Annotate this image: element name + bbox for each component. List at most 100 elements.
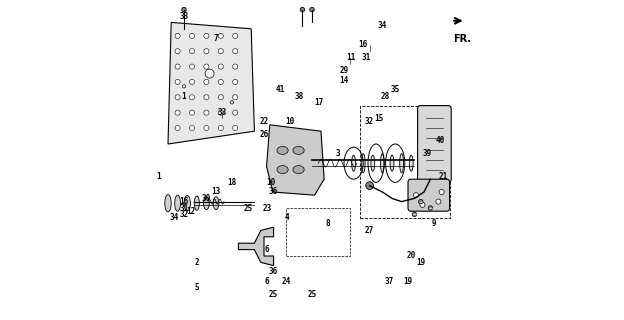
Text: 12: 12 [186, 207, 195, 216]
Circle shape [233, 110, 238, 115]
Ellipse shape [277, 166, 288, 173]
Text: 9: 9 [431, 220, 436, 228]
Circle shape [366, 182, 373, 189]
Text: 8: 8 [326, 220, 330, 228]
Circle shape [190, 33, 195, 38]
Text: 24: 24 [282, 277, 291, 286]
Circle shape [190, 125, 195, 131]
Text: 6: 6 [265, 277, 270, 286]
Circle shape [218, 95, 223, 100]
Text: 22: 22 [260, 117, 268, 126]
Text: 14: 14 [339, 76, 349, 84]
Text: 25: 25 [308, 290, 316, 299]
Text: 35: 35 [391, 85, 400, 94]
Circle shape [420, 202, 425, 207]
Ellipse shape [390, 155, 394, 171]
Text: 11: 11 [346, 53, 355, 62]
Text: 23: 23 [263, 204, 272, 212]
Circle shape [175, 79, 180, 84]
Text: 31: 31 [179, 204, 188, 212]
Text: 32: 32 [179, 210, 188, 219]
Circle shape [233, 49, 238, 54]
Circle shape [428, 206, 432, 210]
Text: 13: 13 [212, 188, 221, 196]
Circle shape [204, 95, 209, 100]
Polygon shape [266, 125, 324, 195]
Circle shape [218, 125, 223, 131]
Ellipse shape [175, 195, 180, 211]
Text: 26: 26 [260, 130, 268, 139]
Circle shape [310, 7, 314, 12]
Text: 41: 41 [275, 85, 285, 94]
Ellipse shape [277, 147, 288, 155]
Circle shape [412, 212, 417, 217]
Bar [286, 208, 351, 256]
Ellipse shape [409, 155, 413, 171]
Circle shape [233, 64, 238, 69]
Ellipse shape [381, 154, 384, 173]
Text: 36: 36 [269, 188, 278, 196]
Text: 38: 38 [295, 92, 304, 100]
Text: 20: 20 [407, 252, 416, 260]
Text: 16: 16 [359, 40, 368, 49]
Circle shape [439, 189, 444, 195]
Polygon shape [238, 227, 273, 266]
Text: 4: 4 [284, 213, 289, 222]
Text: 28: 28 [381, 92, 390, 100]
Text: 18: 18 [227, 178, 236, 187]
Text: 36: 36 [269, 268, 278, 276]
Circle shape [175, 110, 180, 115]
Ellipse shape [203, 197, 209, 210]
Text: 25: 25 [269, 290, 278, 299]
Text: 33: 33 [218, 108, 227, 116]
Circle shape [230, 101, 233, 104]
Circle shape [190, 49, 195, 54]
Circle shape [204, 33, 209, 38]
Text: 2: 2 [195, 258, 199, 267]
Circle shape [190, 110, 195, 115]
Text: 37: 37 [384, 277, 393, 286]
Circle shape [190, 64, 195, 69]
Circle shape [436, 199, 441, 204]
Text: 29: 29 [339, 66, 349, 75]
Text: FR.: FR. [453, 34, 470, 44]
Text: 34: 34 [170, 213, 179, 222]
Text: 40: 40 [436, 136, 445, 145]
Text: 27: 27 [365, 226, 374, 235]
Polygon shape [168, 22, 255, 144]
Circle shape [175, 64, 180, 69]
Circle shape [182, 85, 185, 88]
Ellipse shape [194, 196, 199, 210]
Text: 6: 6 [265, 245, 270, 254]
Circle shape [218, 79, 223, 84]
Circle shape [419, 199, 423, 204]
Text: 31: 31 [362, 53, 371, 62]
Circle shape [218, 110, 223, 115]
Circle shape [204, 49, 209, 54]
Circle shape [233, 95, 238, 100]
Text: 17: 17 [314, 98, 323, 107]
Circle shape [182, 7, 186, 12]
Ellipse shape [184, 196, 190, 211]
Text: 1: 1 [182, 92, 187, 100]
Ellipse shape [352, 155, 356, 171]
Circle shape [233, 125, 238, 131]
Text: 7: 7 [213, 34, 218, 43]
Circle shape [205, 69, 214, 78]
Circle shape [175, 95, 180, 100]
Text: 15: 15 [374, 114, 384, 123]
Ellipse shape [400, 154, 404, 173]
Ellipse shape [293, 147, 304, 155]
Text: 10: 10 [285, 117, 295, 126]
Circle shape [218, 33, 223, 38]
Circle shape [218, 64, 223, 69]
Circle shape [204, 79, 209, 84]
Circle shape [204, 125, 209, 131]
Ellipse shape [293, 166, 304, 173]
Circle shape [414, 193, 419, 198]
Circle shape [175, 49, 180, 54]
Circle shape [204, 110, 209, 115]
Circle shape [175, 125, 180, 131]
Circle shape [300, 7, 305, 12]
Circle shape [233, 33, 238, 38]
